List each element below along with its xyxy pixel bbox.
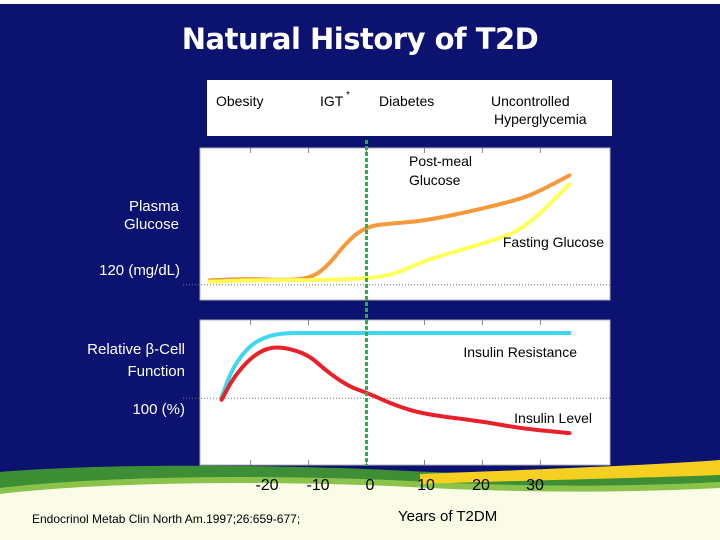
ylabel-function: Function [127,363,185,380]
beta-reference-label: 100 (%) [132,401,185,418]
disease-stage-bar: Obesity IGT * Diabetes Uncontrolled Hype… [207,80,612,136]
insulin-resistance-label: Insulin Resistance [463,344,577,360]
x-tick-label: 30 [526,477,544,494]
post-meal-label: Glucose [409,172,461,188]
reference-citation: Endocrinol Metab Clin North Am.1997;26:6… [32,512,301,526]
beta-cell-panel [199,319,611,466]
x-tick-label: -10 [306,477,330,494]
insulin-resistance-line [219,331,572,399]
cream-band [0,483,720,540]
post-meal-label: Post-meal [409,153,472,169]
x-axis-title: Years of T2DM [398,508,498,525]
yellow-wave [420,460,720,484]
x-tick-label: -20 [255,477,279,494]
stage-diabetes: Diabetes [379,93,435,109]
ylabel-plasma: Plasma [128,198,179,215]
insulin-level-line [219,345,572,436]
x-tick-label: 0 [365,477,375,494]
ylabel-beta-cell: Relative β-Cell [87,341,185,358]
fasting-glucose-label: Fasting Glucose [503,234,604,250]
x-tick-label: 10 [417,477,435,494]
ylabel-glucose: Glucose [123,216,179,233]
top-border [0,0,720,4]
stage-hyperglycemia: Hyperglycemia [494,111,587,127]
insulin-level-label: Insulin Level [514,410,592,426]
post-meal-line [208,173,572,283]
stage-obesity: Obesity [216,93,264,109]
x-tick-label: 20 [472,477,490,494]
slide-title: Natural History of T2D [181,22,539,56]
stage-igt-asterisk: * [346,90,350,101]
fasting-glucose-line [208,182,572,284]
stage-igt: IGT [320,93,344,109]
glucose-reference-label: 120 (mg/dL) [99,262,180,279]
stage-uncontrolled: Uncontrolled [491,93,570,109]
